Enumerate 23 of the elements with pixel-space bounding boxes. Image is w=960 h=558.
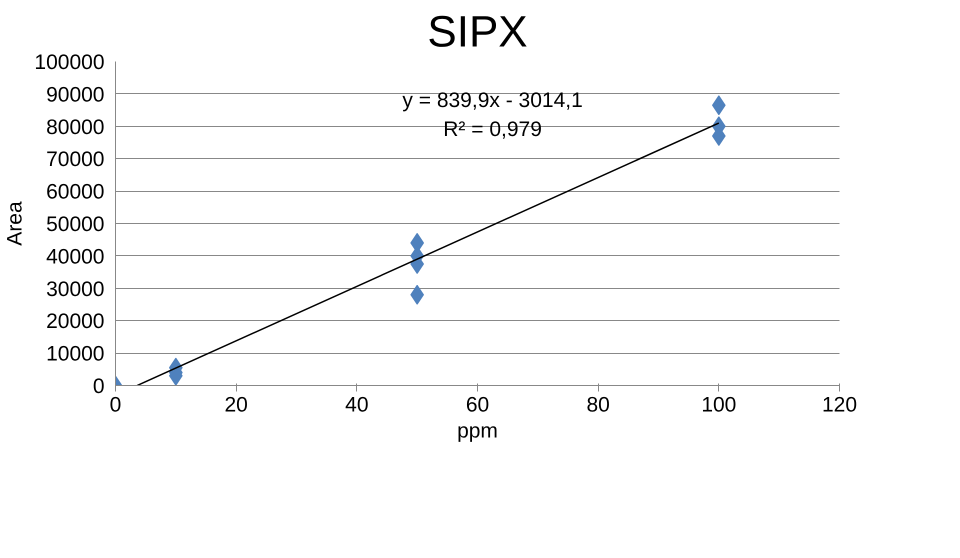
annotation: R² = 0,979 [443,118,542,142]
y-tick-label: 80000 [46,116,105,139]
y-tick-label: 50000 [46,213,105,236]
annotation: y = 839,9x - 3014,1 [402,88,583,112]
x-axis-title: ppm [457,420,498,442]
y-tick-label: 100000 [34,51,105,74]
y-tick-label: 40000 [46,245,105,268]
y-tick-label: 20000 [46,310,105,334]
x-tick-label: 0 [110,394,122,416]
x-tick-label: 80 [586,394,610,416]
x-tick-label: 100 [701,394,736,416]
y-tick-label: 90000 [46,83,105,106]
x-tick-label: 40 [345,394,369,416]
y-tick-label: 70000 [46,148,105,172]
y-axis-title: Area [3,201,26,246]
x-tick-label: 60 [466,394,490,416]
x-tick-label: 20 [224,394,248,416]
y-tick-label: 30000 [46,278,105,301]
chart-title: SIPX [427,8,528,56]
y-tick-label: 60000 [46,180,105,204]
y-tick-label: 0 [92,375,105,398]
x-tick-label: 120 [822,394,858,416]
y-tick-label: 10000 [46,342,105,366]
